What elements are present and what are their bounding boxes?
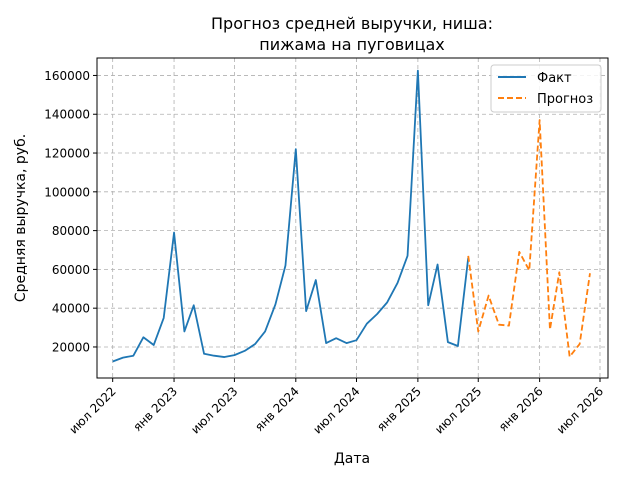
x-axis-label: Дата [334, 451, 370, 467]
y-axis-label: Средняя выручка, руб. [13, 134, 29, 302]
x-tick-label-6: июл 2025 [432, 384, 484, 436]
y-tick-label-3: 80000 [52, 224, 90, 238]
y-tick-label-0: 20000 [52, 340, 90, 354]
x-axis: июл 2022 янв 2023 июл 2023 янв 2024 июл 2024… [67, 378, 606, 437]
grid-lines [97, 58, 608, 378]
chart-title-line1: Прогноз средней выручки, ниша: [211, 14, 493, 33]
x-tick-label-5: янв 2025 [374, 384, 424, 434]
y-tick-label-1: 40000 [52, 302, 90, 316]
y-tick-label-5: 120000 [44, 147, 90, 161]
legend-label-fact: Факт [537, 71, 572, 86]
y-tick-label-4: 100000 [44, 185, 90, 199]
legend: Факт Прогноз [490, 64, 602, 113]
x-tick-label-4: июл 2024 [310, 384, 362, 436]
x-tick-label-0: июл 2022 [67, 384, 119, 436]
x-tick-label-1: янв 2023 [130, 384, 180, 434]
x-tick-label-3: янв 2024 [252, 384, 302, 434]
x-tick-label-2: июл 2023 [188, 384, 240, 436]
y-tick-label-7: 160000 [44, 69, 90, 83]
y-axis: 20000 40000 60000 80000 100000 120000 140000 16… [44, 69, 97, 354]
x-tick-label-7: янв 2026 [496, 384, 546, 434]
plot-frame [96, 57, 609, 379]
series-line-fact [112, 69, 470, 363]
series-layer [112, 69, 591, 363]
y-tick-label-2: 60000 [52, 263, 90, 277]
x-tick-label-8: июл 2026 [554, 384, 606, 436]
y-tick-label-6: 140000 [44, 108, 90, 122]
series-line-forecast [467, 119, 591, 358]
chart-title-line2: пижама на пуговицах [259, 35, 445, 54]
legend-label-forecast: Прогноз [537, 92, 593, 107]
